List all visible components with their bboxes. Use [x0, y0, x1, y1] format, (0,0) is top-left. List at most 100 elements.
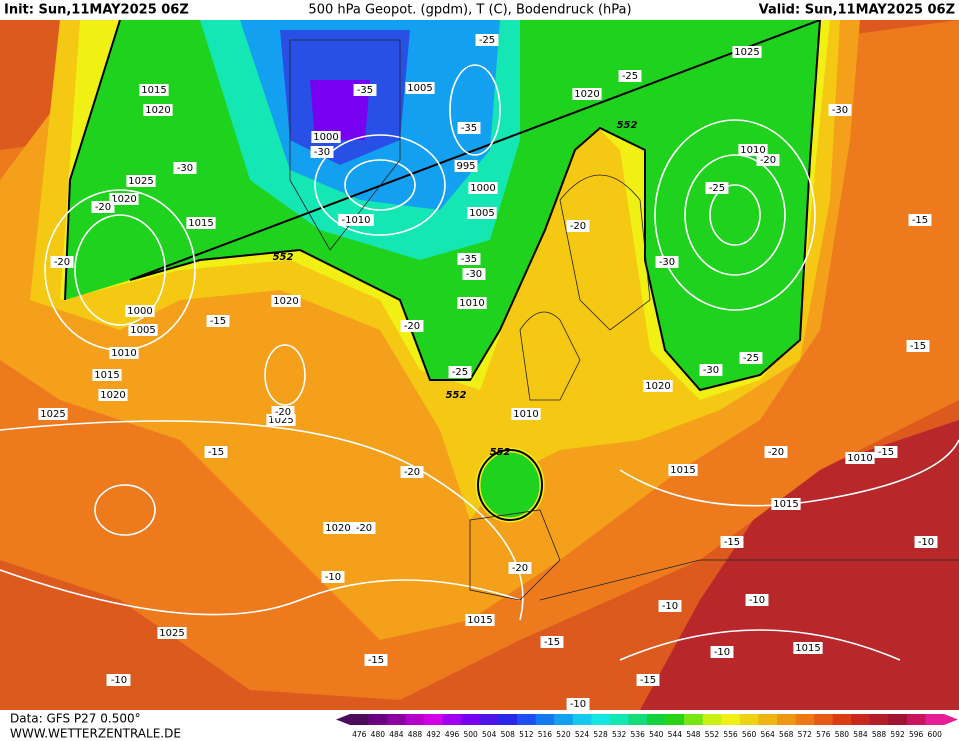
- label-box: [475, 34, 499, 46]
- label-box: [98, 389, 128, 401]
- colorbar-swatch: [461, 714, 481, 725]
- field-dark: [640, 420, 959, 710]
- label-box: [465, 614, 495, 626]
- contour-label: -20: [275, 407, 291, 418]
- contour-label: -10: [570, 699, 586, 710]
- contour-label: 1020: [100, 390, 125, 401]
- label-box: [906, 340, 930, 352]
- coastlines: [289, 39, 959, 601]
- height-label: 552: [273, 252, 294, 263]
- colorbar-label: 560: [742, 730, 757, 739]
- colorbar-swatch: [851, 714, 871, 725]
- contour-label: -10: [918, 537, 934, 548]
- contour-label: 1015: [188, 218, 213, 229]
- contour-label: -25: [622, 71, 638, 82]
- colorbar-label: 600: [928, 730, 943, 739]
- colorbar-label: 552: [705, 730, 720, 739]
- contour-label: -10: [714, 647, 730, 658]
- label-box: [618, 70, 642, 82]
- label-box: [457, 253, 481, 265]
- colorbar-label: 512: [519, 730, 534, 739]
- contour-label: -15: [208, 447, 224, 458]
- colorbar-label: 528: [593, 730, 608, 739]
- contour-label: -10: [749, 595, 765, 606]
- contour-label: -25: [709, 183, 725, 194]
- contour-label: -30: [314, 147, 330, 158]
- colorbar-label: 484: [389, 730, 404, 739]
- label-box: [125, 305, 155, 317]
- contour-label: -20: [404, 321, 420, 332]
- colorbar-label: 496: [445, 730, 460, 739]
- colorbar-swatch: [368, 714, 388, 725]
- label-box: [540, 636, 564, 648]
- contour-label: 1020: [645, 381, 670, 392]
- contour-label: 1005: [407, 83, 432, 94]
- label-box: [126, 175, 156, 187]
- label-box: [353, 84, 377, 96]
- label-box: [139, 84, 169, 96]
- contour-label: -10: [325, 572, 341, 583]
- label-box: [109, 347, 139, 359]
- contour-label: -20: [54, 257, 70, 268]
- label-box: [271, 406, 295, 418]
- label-box: [720, 536, 744, 548]
- contour-label: 1005: [469, 208, 494, 219]
- colorbar-swatch: [776, 714, 796, 725]
- contour-label: -20: [404, 467, 420, 478]
- colorbar-swatch: [647, 714, 667, 725]
- height-label: 552: [446, 390, 467, 401]
- label-box: [732, 46, 762, 58]
- colorbar-label: 540: [649, 730, 664, 739]
- colorbar-swatch: [628, 714, 648, 725]
- colorbar-swatch: [925, 714, 945, 725]
- contour-label: 1025: [40, 409, 65, 420]
- colorbar-swatch: [591, 714, 611, 725]
- contour-label: -20: [760, 155, 776, 166]
- label-box: [566, 220, 590, 232]
- label-box: [448, 366, 472, 378]
- contour-label: -20: [768, 447, 784, 458]
- label-box: [793, 642, 823, 654]
- contour-label: -15: [878, 447, 894, 458]
- label-box: [186, 217, 216, 229]
- label-box: [143, 104, 173, 116]
- colorbar-swatch: [498, 714, 518, 725]
- contour-label: -25: [743, 353, 759, 364]
- colorbar-label: 596: [909, 730, 924, 739]
- label-box: [457, 297, 487, 309]
- label-box: [745, 594, 769, 606]
- map-title: 500 hPa Geopot. (gpdm), T (C), Bodendruc…: [308, 3, 631, 18]
- contour-label: 1010: [513, 409, 538, 420]
- contour-label: 995: [456, 161, 475, 172]
- label-box: [321, 571, 345, 583]
- colorbar-label: 576: [816, 730, 831, 739]
- label-box: [323, 522, 353, 534]
- colorbar-label: 492: [426, 730, 441, 739]
- colorbar-swatch: [350, 714, 370, 725]
- contour-label: -25: [479, 35, 495, 46]
- contour-label: 1025: [268, 415, 293, 426]
- colorbar-label: 548: [686, 730, 701, 739]
- colorbar-swatch: [702, 714, 722, 725]
- label-box: [38, 408, 68, 420]
- colorbar-label: 572: [798, 730, 813, 739]
- label-box: [705, 182, 729, 194]
- colorbar-label: 556: [723, 730, 738, 739]
- colorbar-swatch: [758, 714, 778, 725]
- colorbar-swatch: [572, 714, 592, 725]
- data-source: Data: GFS P27 0.500°: [10, 712, 141, 726]
- contour-label: 1010: [111, 348, 136, 359]
- contour-label: -30: [832, 105, 848, 116]
- colorbar-swatch: [442, 714, 462, 725]
- label-box: [511, 408, 541, 420]
- label-box: [636, 674, 660, 686]
- contour-label: 1000: [127, 306, 152, 317]
- colorbar-swatch: [479, 714, 499, 725]
- label-box: [462, 268, 486, 280]
- label-box: [128, 324, 158, 336]
- colorbar-label: 544: [668, 730, 683, 739]
- contour-label: 1015: [94, 370, 119, 381]
- contour-552-cutoff: [477, 449, 543, 521]
